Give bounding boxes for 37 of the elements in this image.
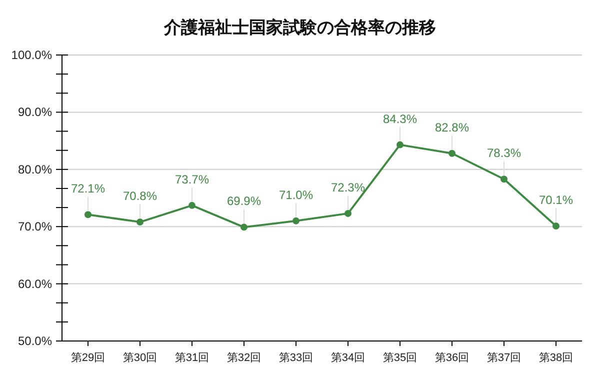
point [396,141,404,148]
point [500,176,508,183]
data-label: 70.8% [122,189,158,204]
x-tick-label: 第36回 [434,352,470,364]
data-label: 72.1% [70,182,106,196]
x-tick-label: 第37回 [486,352,522,364]
x-tick-label: 第32回 [226,352,262,364]
point [552,222,560,230]
x-tick-label: 第34回 [330,352,366,364]
point [240,224,248,231]
point [136,218,144,226]
point [448,150,456,157]
data-label: 70.1% [538,193,574,208]
x-tick-label: 第38回 [538,352,574,364]
data-label: 82.8% [434,120,470,134]
data-label: 69.9% [226,194,262,208]
y-tick-label: 90.0% [18,105,52,120]
y-tick-label: 50.0% [18,334,52,348]
x-tick-label: 第33回 [278,352,314,364]
data-label: 73.7% [174,172,210,186]
data-label: 78.3% [486,146,522,160]
point [188,202,196,209]
data-label: 71.0% [278,188,314,202]
y-tick-label: 100.0% [11,48,52,62]
chart-title: 介護福祉士国家試験の合格率の推移 [163,18,436,37]
x-tick-label: 第29回 [70,352,106,364]
y-tick-label: 80.0% [18,162,52,176]
point [344,210,352,217]
y-tick-label: 70.0% [18,220,52,234]
x-tick-label: 第31回 [174,352,210,364]
y-tick-label: 60.0% [18,276,52,291]
point [84,211,92,218]
data-label: 72.3% [330,180,366,194]
x-tick-label: 第30回 [122,352,158,364]
point [292,217,300,224]
data-label: 84.3% [382,112,418,126]
x-tick-label: 第35回 [382,352,418,364]
